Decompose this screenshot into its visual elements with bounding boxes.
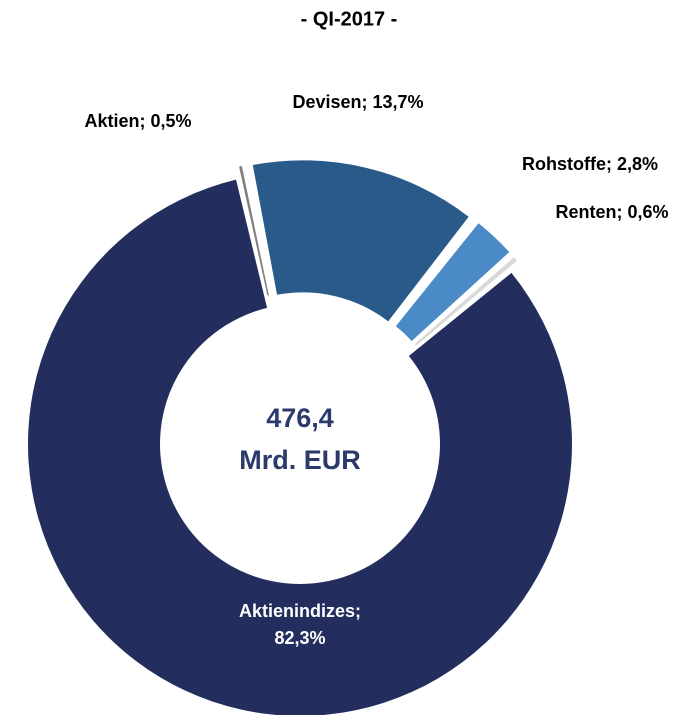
chart-title: - QI-2017 - [301, 8, 398, 30]
center-label: 476,4 [266, 403, 334, 433]
data-label: Aktien; 0,5% [84, 111, 191, 131]
donut-slice [239, 166, 269, 296]
donut-slice [395, 223, 510, 341]
data-label-line: Rohstoffe; 2,8% [522, 154, 658, 174]
donut-slice [252, 160, 469, 322]
donut-slice [28, 179, 572, 715]
center-label: Mrd. EUR [239, 445, 361, 475]
data-label: Renten; 0,6% [555, 202, 668, 222]
data-label-line: Aktienindizes; [239, 601, 361, 621]
data-label: Aktienindizes; 82,3% [239, 601, 361, 648]
data-label-line: 82,3% [274, 628, 325, 648]
data-label-line: Aktien; 0,5% [84, 111, 191, 131]
data-label-line: Devisen; 13,7% [292, 92, 423, 112]
donut-slice [414, 257, 517, 346]
data-label: Rohstoffe; 2,8% [522, 154, 658, 174]
data-label-line: Renten; 0,6% [555, 202, 668, 222]
data-label: Devisen; 13,7% [292, 92, 423, 112]
